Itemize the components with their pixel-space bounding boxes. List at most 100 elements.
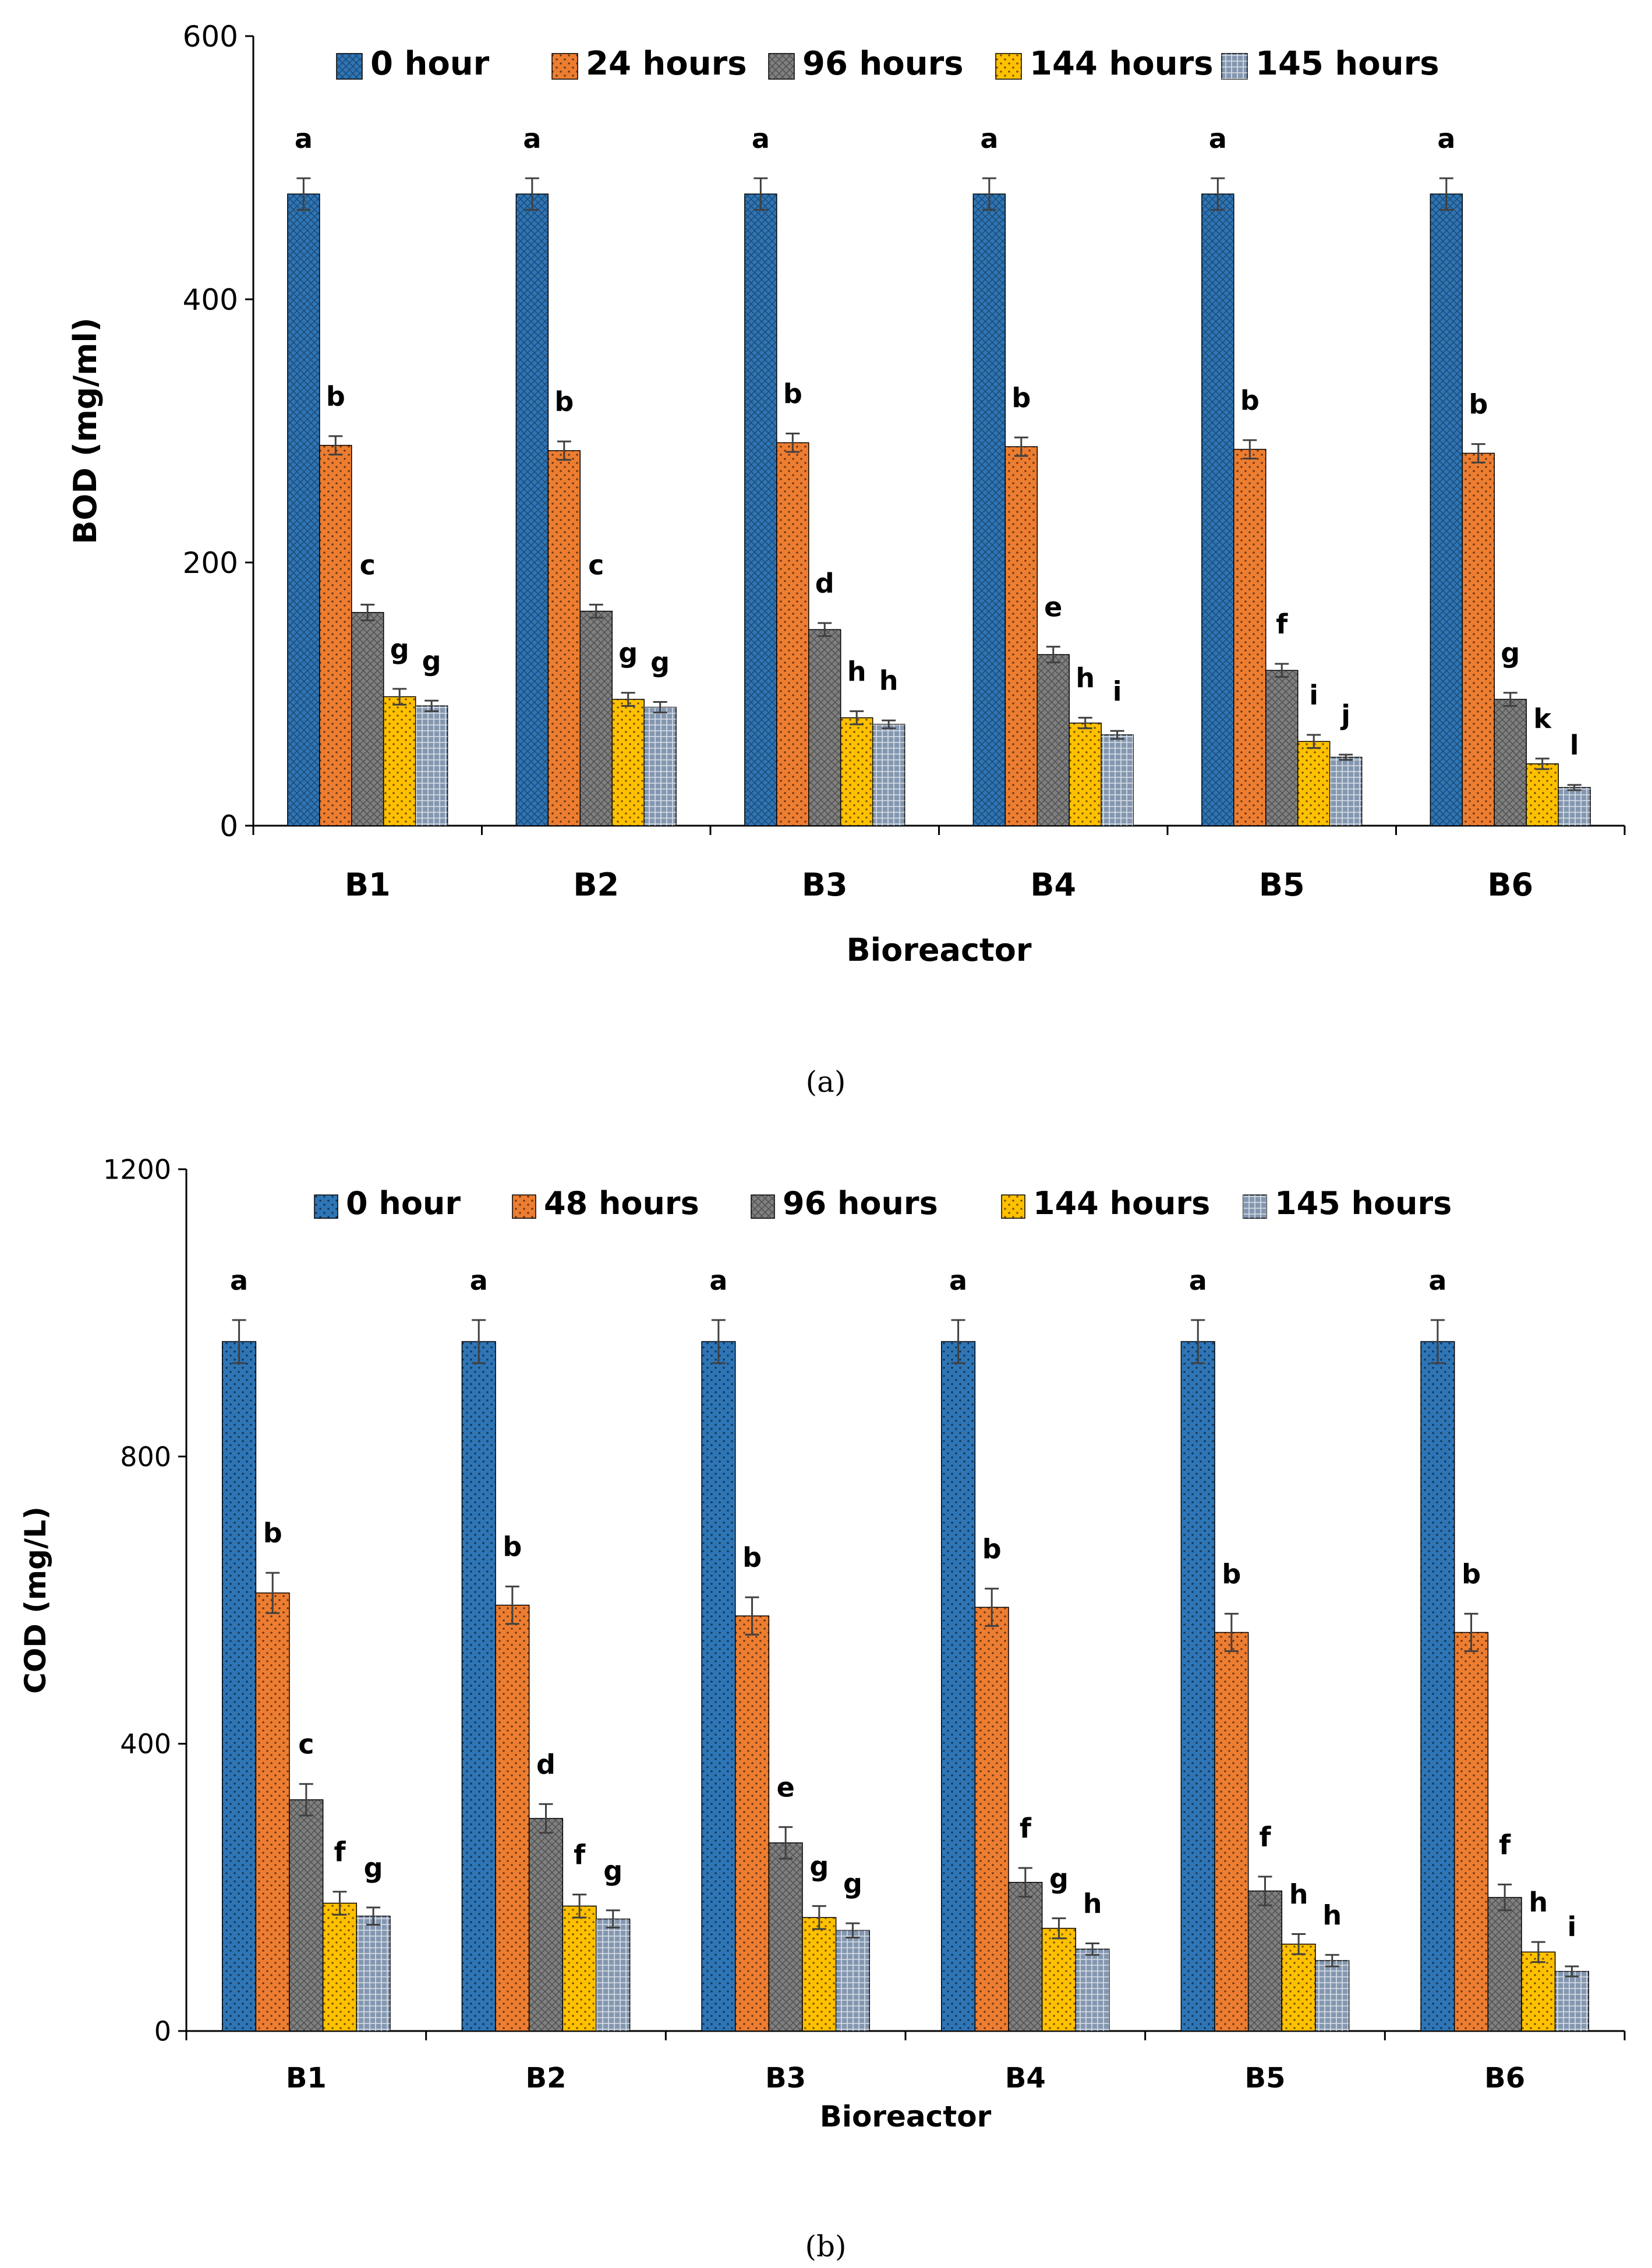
bar-pattern bbox=[356, 1916, 390, 2031]
bar-pattern bbox=[769, 1842, 802, 2031]
bar-pattern bbox=[735, 1616, 769, 2031]
x-axis-label: Bioreactor bbox=[846, 932, 1031, 968]
significance-letter: g bbox=[422, 645, 441, 677]
significance-letter: i bbox=[1568, 1911, 1577, 1943]
bar-pattern bbox=[1494, 699, 1527, 826]
bar-pattern bbox=[1521, 1952, 1555, 2031]
significance-letter: a bbox=[230, 1265, 248, 1296]
legend-swatch-pattern bbox=[769, 53, 794, 79]
bar-pattern bbox=[323, 1903, 357, 2031]
significance-letter: k bbox=[1533, 703, 1552, 735]
legend-swatch-pattern bbox=[751, 1195, 774, 1219]
bar-pattern bbox=[1076, 1949, 1109, 2031]
significance-letter: g bbox=[390, 634, 409, 665]
significance-letter: a bbox=[295, 123, 313, 154]
panel-label-a: (a) bbox=[806, 1065, 846, 1099]
bar-pattern bbox=[563, 1906, 596, 2031]
bar-pattern bbox=[1005, 447, 1038, 826]
y-axis-label: COD (mg/L) bbox=[19, 1506, 52, 1694]
legend-label: 96 hours bbox=[783, 1185, 938, 1222]
y-tick-label: 0 bbox=[220, 809, 238, 843]
significance-letter: a bbox=[1428, 1265, 1446, 1296]
bar-pattern bbox=[836, 1930, 870, 2031]
bar-pattern bbox=[1215, 1632, 1248, 2031]
significance-letter: f bbox=[1499, 1829, 1511, 1860]
significance-letter: d bbox=[815, 568, 834, 599]
bar-pattern bbox=[776, 443, 809, 826]
x-axis-label: Bioreactor bbox=[820, 2100, 992, 2133]
significance-letter: f bbox=[1020, 1813, 1032, 1844]
bar-pattern bbox=[351, 612, 384, 826]
bar-pattern bbox=[1555, 1971, 1589, 2031]
significance-letter: g bbox=[618, 638, 638, 669]
bar-pattern bbox=[319, 445, 352, 826]
bar-pattern bbox=[496, 1605, 529, 2031]
bar-pattern bbox=[1462, 453, 1495, 826]
category-label: B2 bbox=[526, 2062, 567, 2094]
category-label: B1 bbox=[286, 2062, 327, 2094]
legend-label: 145 hours bbox=[1275, 1185, 1452, 1222]
significance-letter: h bbox=[879, 665, 898, 696]
y-tick-label: 800 bbox=[120, 1441, 171, 1473]
bar-pattern bbox=[256, 1593, 290, 2031]
panel-label-b: (b) bbox=[805, 2230, 846, 2263]
significance-letter: b bbox=[742, 1542, 762, 1573]
significance-letter: b bbox=[1469, 389, 1488, 420]
significance-letter: b bbox=[554, 386, 574, 417]
legend-label: 145 hours bbox=[1255, 45, 1439, 83]
significance-letter: h bbox=[847, 656, 866, 687]
significance-letter: a bbox=[980, 123, 998, 154]
significance-letter: g bbox=[1049, 1863, 1069, 1894]
bar-pattern bbox=[1297, 741, 1330, 826]
significance-letter: g bbox=[809, 1851, 829, 1882]
significance-letter: e bbox=[777, 1772, 795, 1803]
significance-letter: i bbox=[1113, 675, 1122, 707]
legend-swatch-pattern bbox=[1243, 1195, 1267, 1219]
bar-pattern bbox=[1181, 1342, 1215, 2031]
significance-letter: a bbox=[470, 1265, 488, 1296]
significance-letter: l bbox=[1570, 730, 1579, 761]
bar-pattern bbox=[808, 629, 841, 826]
significance-letter: i bbox=[1309, 680, 1318, 711]
significance-letter: g bbox=[364, 1852, 383, 1884]
y-tick-label: 0 bbox=[154, 2016, 171, 2047]
bar-pattern bbox=[1265, 670, 1298, 826]
bar-pattern bbox=[702, 1342, 735, 2031]
legend-label: 24 hours bbox=[586, 45, 747, 83]
significance-letter: a bbox=[752, 123, 770, 154]
y-tick-label: 1200 bbox=[103, 1154, 171, 1186]
significance-letter: f bbox=[1276, 608, 1288, 640]
bar-pattern bbox=[1069, 723, 1102, 826]
bar-pattern bbox=[1315, 1961, 1349, 2031]
legend-swatch-pattern bbox=[996, 53, 1021, 79]
significance-letter: b bbox=[1462, 1558, 1481, 1590]
bar-pattern bbox=[415, 706, 448, 826]
legend-swatch-pattern bbox=[337, 53, 362, 79]
legend-swatch-pattern bbox=[1222, 53, 1247, 79]
significance-letter: g bbox=[843, 1868, 862, 1899]
significance-letter: c bbox=[298, 1729, 314, 1760]
significance-letter: g bbox=[1501, 638, 1520, 669]
significance-letter: a bbox=[1189, 1265, 1207, 1296]
significance-letter: h bbox=[1076, 663, 1095, 694]
legend-swatch-pattern bbox=[1002, 1195, 1025, 1219]
bar-pattern bbox=[973, 194, 1006, 826]
y-axis-label: BOD (mg/ml) bbox=[67, 317, 104, 544]
bar-pattern bbox=[1526, 763, 1559, 826]
significance-letter: b bbox=[326, 381, 345, 412]
category-label: B5 bbox=[1259, 866, 1305, 903]
legend-swatch-pattern bbox=[552, 53, 578, 79]
significance-letter: h bbox=[1083, 1888, 1102, 1920]
significance-letter: a bbox=[709, 1265, 727, 1296]
significance-letter: b bbox=[1240, 385, 1260, 416]
category-label: B4 bbox=[1030, 866, 1076, 903]
bar-pattern bbox=[1037, 654, 1070, 826]
bar-pattern bbox=[383, 696, 416, 826]
legend-label: 96 hours bbox=[802, 45, 964, 83]
bar-pattern bbox=[744, 194, 777, 826]
category-label: B3 bbox=[802, 866, 848, 903]
bar-pattern bbox=[1488, 1897, 1522, 2031]
significance-letter: a bbox=[1437, 123, 1455, 154]
bar-pattern bbox=[612, 699, 645, 826]
